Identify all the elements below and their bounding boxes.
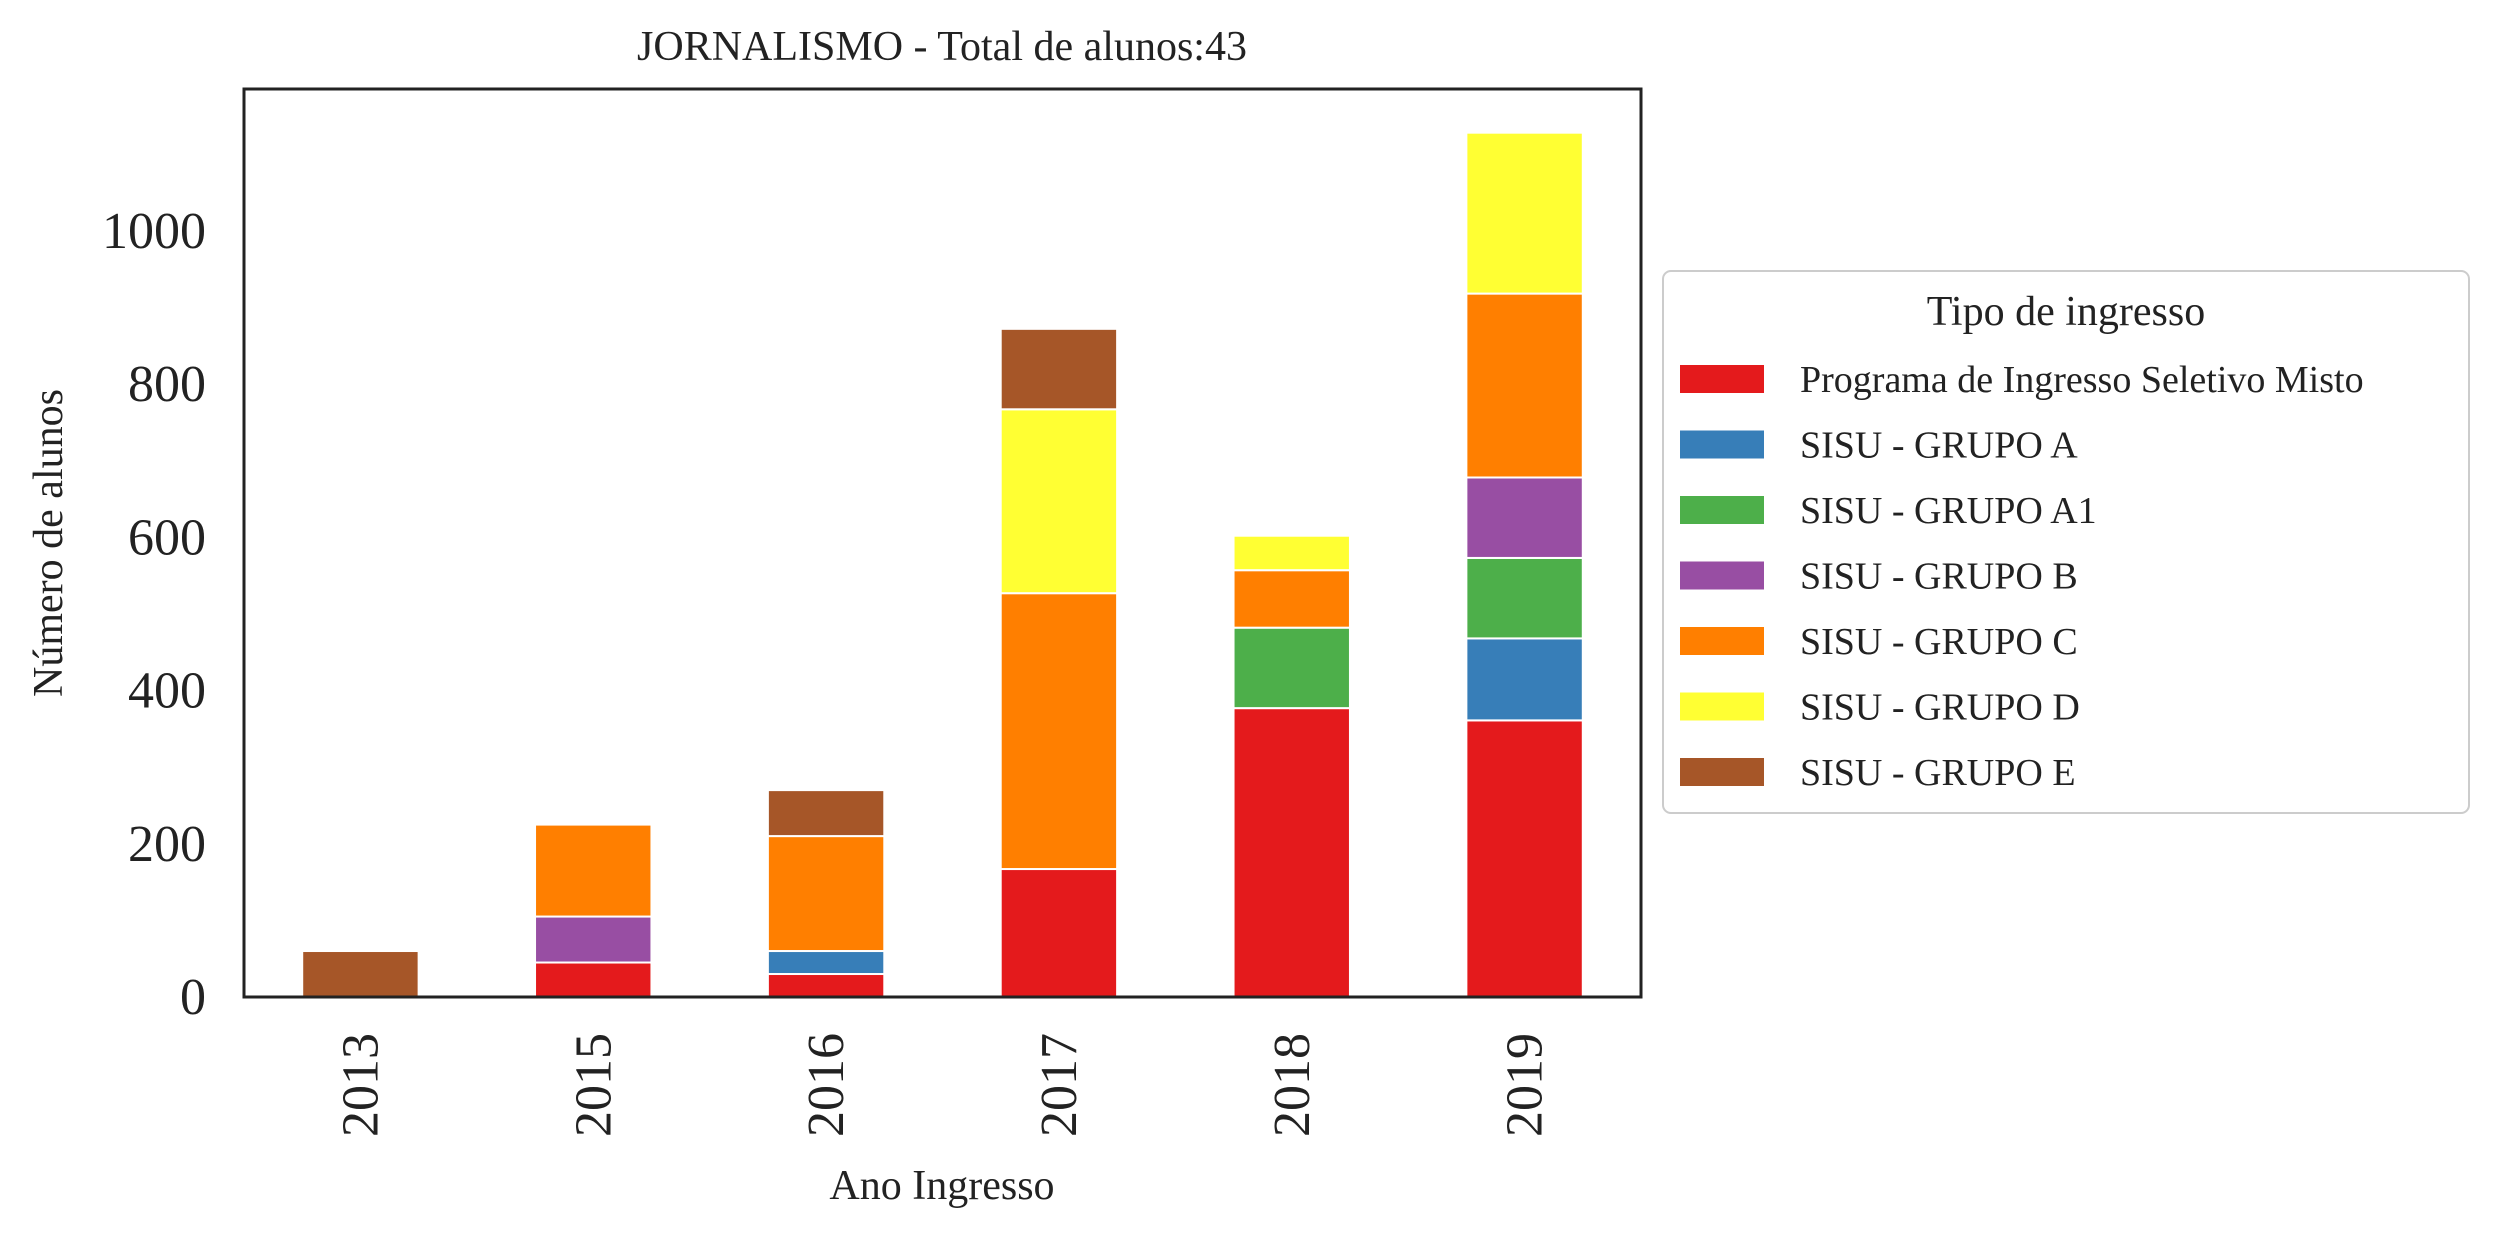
bar-segment bbox=[999, 592, 1119, 871]
y-tick-label: 400 bbox=[128, 663, 206, 720]
bar-segment bbox=[766, 950, 886, 976]
legend-label: SISU - GRUPO D bbox=[1800, 687, 2080, 729]
bar-segment bbox=[1465, 131, 1584, 295]
y-tick-label: 0 bbox=[180, 969, 206, 1026]
x-tick-label: 2016 bbox=[798, 1033, 855, 1137]
bar-segment bbox=[999, 868, 1119, 998]
plot-frame bbox=[242, 87, 1643, 999]
legend-swatch bbox=[1680, 627, 1764, 655]
legend-box bbox=[1662, 270, 2470, 814]
legend-swatch bbox=[1680, 692, 1764, 721]
x-tick-label: 2013 bbox=[332, 1033, 389, 1137]
bar-segment bbox=[1232, 626, 1351, 710]
y-tick-label: 600 bbox=[128, 509, 206, 566]
bar-segment bbox=[766, 789, 886, 838]
bar-segment bbox=[1232, 569, 1351, 629]
legend-label: SISU - GRUPO A bbox=[1800, 425, 2078, 467]
bar-segment bbox=[301, 950, 420, 999]
legend-label: SISU - GRUPO A1 bbox=[1800, 490, 2097, 532]
bar-segment bbox=[766, 973, 886, 998]
bar-segment bbox=[999, 327, 1119, 411]
bars-layer bbox=[301, 131, 1584, 999]
legend-label: SISU - GRUPO E bbox=[1800, 752, 2076, 794]
chart-title: JORNALISMO - Total de alunos:43 bbox=[637, 24, 1247, 70]
x-axis-label: Ano Ingresso bbox=[829, 1163, 1054, 1209]
bar-segment bbox=[1465, 637, 1584, 722]
legend-swatch bbox=[1680, 496, 1764, 524]
bar-segment bbox=[1232, 707, 1351, 998]
legend-label: Programa de Ingresso Seletivo Misto bbox=[1800, 359, 2364, 401]
legend-label: SISU - GRUPO C bbox=[1800, 621, 2078, 663]
x-tick-label: 2018 bbox=[1264, 1033, 1321, 1137]
x-axis-ticks: 2013 2015 2016 2017 2018 2019 bbox=[332, 1033, 1553, 1137]
bar-segment bbox=[1465, 292, 1584, 479]
y-tick-label: 800 bbox=[128, 356, 206, 413]
bar-segment bbox=[1465, 476, 1584, 559]
bar-segment bbox=[1232, 534, 1351, 572]
y-axis-ticks: 0 200 400 600 800 1000 bbox=[102, 203, 206, 1026]
legend-swatch bbox=[1680, 365, 1764, 393]
y-tick-label: 1000 bbox=[102, 203, 206, 260]
bar-segment bbox=[534, 915, 653, 964]
bar-segment bbox=[766, 835, 886, 953]
bar-segment bbox=[1465, 556, 1584, 640]
bar-segment bbox=[534, 823, 653, 918]
legend-swatch bbox=[1680, 758, 1764, 786]
bar-segment bbox=[999, 408, 1119, 595]
y-axis-label: Número de alunos bbox=[26, 389, 72, 697]
legend-label: SISU - GRUPO B bbox=[1800, 556, 2078, 598]
legend: Tipo de ingresso Programa de Ingresso Se… bbox=[1662, 270, 2470, 814]
legend-title: Tipo de ingresso bbox=[1927, 289, 2205, 335]
legend-swatch bbox=[1680, 430, 1764, 459]
x-tick-label: 2017 bbox=[1031, 1033, 1088, 1137]
legend-swatch bbox=[1680, 561, 1764, 590]
y-tick-label: 200 bbox=[128, 816, 206, 873]
x-tick-label: 2015 bbox=[565, 1033, 622, 1137]
legend-items: Programa de Ingresso Seletivo Misto SISU … bbox=[1680, 359, 2364, 794]
bar-segment bbox=[534, 961, 653, 998]
x-tick-label: 2019 bbox=[1497, 1033, 1554, 1137]
bar-segment bbox=[1465, 719, 1584, 999]
